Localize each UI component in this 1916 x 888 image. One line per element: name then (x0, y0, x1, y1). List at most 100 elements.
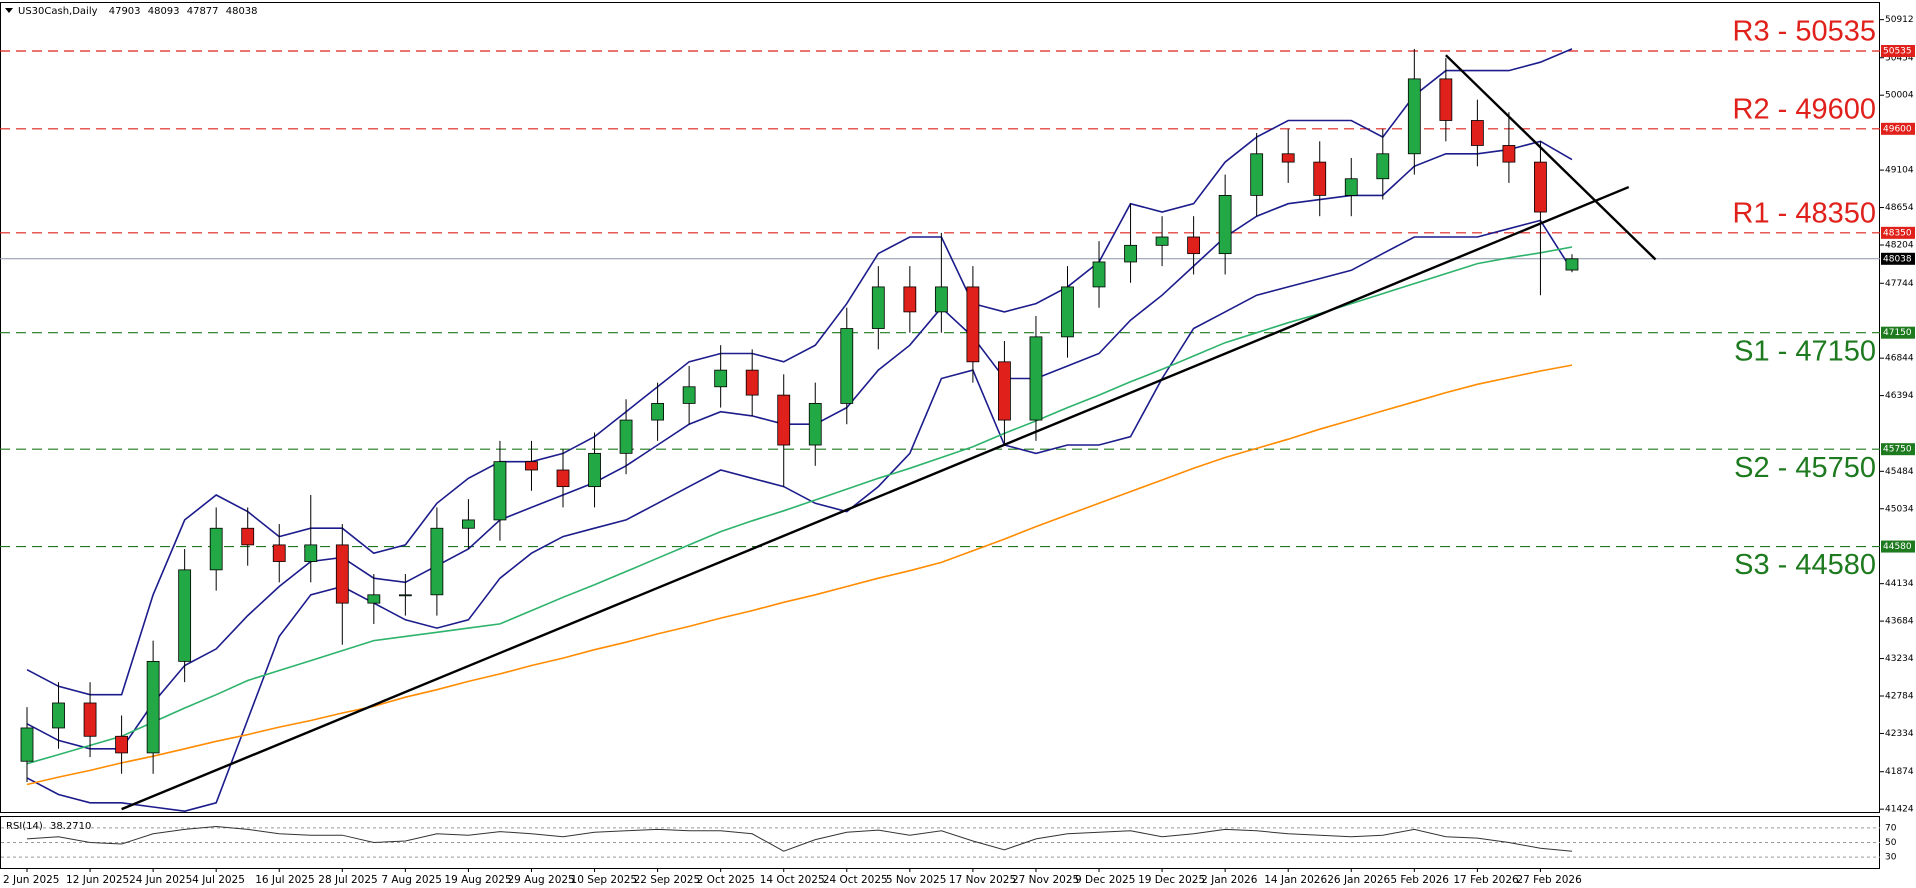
candle-body (525, 461, 538, 471)
x-tick-label: 10 Sep 2025 (571, 874, 638, 886)
x-tick-label: 9 Dec 2025 (1075, 874, 1135, 886)
candle-body (556, 469, 570, 488)
candle-body (1092, 261, 1106, 288)
trendline (1445, 54, 1657, 261)
level-price-box (1881, 45, 1915, 58)
y-tick-label: 41424 (1885, 805, 1914, 815)
x-tick-label: 22 Sep 2025 (634, 874, 701, 886)
chart-title: US30Cash,Daily (18, 6, 98, 17)
candle-body (966, 286, 980, 363)
candle-body (871, 286, 885, 329)
level-label: S2 - 45750 (1734, 452, 1876, 484)
candle-body (1218, 194, 1232, 255)
x-tick-label: 27 Nov 2025 (1012, 874, 1079, 886)
level-label: R2 - 49600 (1733, 93, 1877, 125)
candle-body (1344, 178, 1358, 196)
candle-body (52, 702, 65, 729)
candle-body (588, 452, 601, 488)
rsi-tick-label: 50 (1885, 838, 1897, 848)
candle-body (1281, 153, 1295, 163)
candle-body (745, 369, 759, 396)
y-tick-label: 42334 (1885, 729, 1914, 739)
x-tick-label: 19 Dec 2025 (1138, 874, 1205, 886)
current-price-label: 48038 (1883, 254, 1912, 264)
main-panel-border (0, 2, 1880, 813)
level-price-box (1881, 122, 1915, 135)
x-tick-label: 5 Feb 2026 (1390, 874, 1449, 886)
x-tick-label: 2 Oct 2025 (697, 874, 755, 886)
candle-body (1155, 236, 1169, 246)
x-tick-label: 5 Nov 2025 (886, 874, 947, 886)
candle-body (1534, 161, 1547, 213)
x-tick-label: 12 Jun 2025 (66, 874, 129, 886)
y-tick-label: 43234 (1885, 654, 1914, 664)
candle-body (682, 386, 696, 404)
rsi-title: RSI(14) (6, 821, 43, 832)
level-price-label: 49600 (1883, 124, 1912, 134)
x-tick-label: 16 Jul 2025 (255, 874, 314, 886)
x-tick-label: 7 Aug 2025 (381, 874, 442, 886)
x-tick-label: 27 Feb 2026 (1516, 874, 1582, 886)
x-tick-label: 19 Aug 2025 (444, 874, 511, 886)
y-tick-label: 48654 (1885, 203, 1914, 213)
trendline (121, 185, 1630, 811)
indicator-line (26, 140, 1573, 750)
level-label: S3 - 44580 (1734, 549, 1876, 581)
rsi-tick-label: 30 (1885, 853, 1897, 863)
y-tick-label: 46394 (1885, 391, 1914, 401)
level-price-box (1881, 443, 1915, 456)
last-open: 47903 (109, 6, 141, 17)
candle-body (998, 361, 1011, 421)
indicator-line (26, 219, 1573, 812)
candle-body (808, 403, 822, 446)
y-tick-label: 50912 (1885, 15, 1914, 25)
candle-body (1187, 236, 1201, 255)
candle-body (1502, 145, 1516, 163)
y-tick-label: 45484 (1885, 467, 1914, 477)
candle-body (178, 569, 192, 662)
plot-area (0, 48, 1880, 812)
candle-body (462, 519, 475, 529)
x-tick-label: 28 Jul 2025 (318, 874, 377, 886)
candle-body (1250, 153, 1264, 196)
rsi-value: 38.2710 (50, 821, 91, 832)
y-tick-label: 46844 (1885, 354, 1914, 364)
x-tick-label: 17 Nov 2025 (949, 874, 1016, 886)
candle-body (493, 461, 507, 521)
candle-body (115, 735, 128, 754)
x-tick-label: 2 Jun 2025 (3, 874, 59, 886)
candle-body (1407, 78, 1421, 155)
x-tick-label: 14 Oct 2025 (760, 874, 825, 886)
y-tick-label: 50454 (1885, 53, 1914, 63)
current-price-box (1881, 252, 1915, 265)
y-tick-label: 50004 (1885, 91, 1914, 101)
candle-body (20, 727, 34, 762)
candle-body (335, 544, 349, 604)
rsi-tick-label: 70 (1885, 823, 1897, 833)
candle-body (1124, 244, 1137, 263)
x-tick-label: 4 Jul 2025 (192, 874, 245, 886)
candle-body (367, 594, 381, 604)
level-price-box (1881, 226, 1915, 239)
candle-body (1061, 286, 1074, 338)
x-tick-label: 17 Feb 2026 (1453, 874, 1519, 886)
candle-body (714, 369, 728, 388)
indicator-line (26, 246, 1573, 765)
level-label: R3 - 50535 (1733, 16, 1877, 48)
rsi-line (26, 825, 1573, 852)
candle-body (619, 419, 633, 454)
candle-body (146, 660, 160, 754)
level-price-label: 48350 (1883, 228, 1912, 238)
y-tick-label: 49104 (1885, 166, 1914, 176)
y-tick-label: 43684 (1885, 617, 1914, 627)
candle-body (1313, 161, 1327, 196)
x-tick-label: 29 Aug 2025 (507, 874, 574, 886)
x-tick-label: 24 Jun 2025 (129, 874, 192, 886)
level-price-label: 50535 (1883, 47, 1912, 57)
candle-body (209, 527, 223, 571)
level-price-label: 47150 (1883, 328, 1912, 338)
candle-body (1565, 258, 1579, 271)
indicator-line (26, 364, 1573, 786)
y-tick-label: 41874 (1885, 767, 1914, 777)
